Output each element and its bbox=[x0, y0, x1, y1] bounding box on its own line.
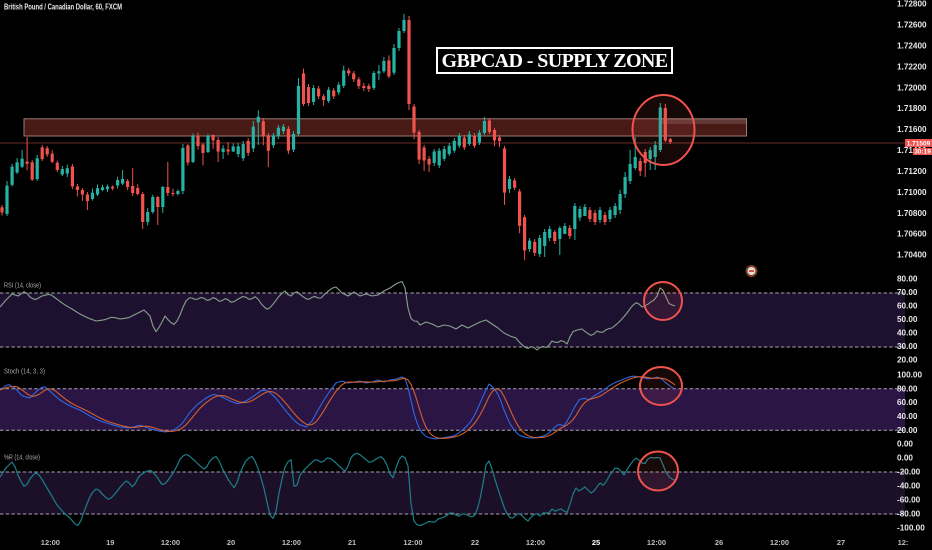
svg-text:1.70800: 1.70800 bbox=[897, 209, 927, 218]
svg-text:-40.00: -40.00 bbox=[897, 482, 921, 491]
svg-text:1.70600: 1.70600 bbox=[897, 230, 927, 239]
svg-text:0.00: 0.00 bbox=[897, 454, 913, 463]
svg-text:-60.00: -60.00 bbox=[897, 496, 921, 505]
svg-text:20: 20 bbox=[227, 538, 235, 547]
svg-text:1.71200: 1.71200 bbox=[897, 167, 927, 176]
svg-text:60.00: 60.00 bbox=[897, 302, 918, 311]
svg-text:60.00: 60.00 bbox=[897, 398, 918, 407]
svg-text:40.00: 40.00 bbox=[897, 412, 918, 421]
svg-text:1.71509: 1.71509 bbox=[907, 140, 931, 147]
svg-text:12:00: 12:00 bbox=[526, 538, 545, 547]
svg-text:12:: 12: bbox=[898, 538, 909, 547]
svg-text:1.72000: 1.72000 bbox=[897, 83, 927, 92]
svg-text:50.00: 50.00 bbox=[897, 315, 918, 324]
svg-text:12:00: 12:00 bbox=[282, 538, 301, 547]
svg-text:26: 26 bbox=[715, 538, 723, 547]
svg-text:RSI (14, close): RSI (14, close) bbox=[4, 283, 41, 290]
svg-text:70.00: 70.00 bbox=[897, 288, 918, 297]
svg-text:1.71000: 1.71000 bbox=[897, 188, 927, 197]
svg-text:British Pound / Canadian Dolla: British Pound / Canadian Dollar, 60, FXC… bbox=[4, 2, 122, 11]
svg-text:-80.00: -80.00 bbox=[897, 510, 921, 519]
svg-text:80.00: 80.00 bbox=[897, 275, 918, 284]
svg-text:1.71800: 1.71800 bbox=[897, 104, 927, 113]
svg-text:20.00: 20.00 bbox=[897, 356, 918, 365]
svg-text:30.00: 30.00 bbox=[897, 342, 918, 351]
svg-text:1.71400: 1.71400 bbox=[897, 146, 927, 155]
svg-text:-100.00: -100.00 bbox=[897, 524, 925, 533]
svg-text:12:00: 12:00 bbox=[41, 538, 60, 547]
svg-text:12:00: 12:00 bbox=[161, 538, 180, 547]
svg-text:%R (14, close): %R (14, close) bbox=[4, 455, 40, 462]
svg-text:1.71600: 1.71600 bbox=[897, 125, 927, 134]
svg-text:27: 27 bbox=[837, 538, 845, 547]
svg-text:1.72200: 1.72200 bbox=[897, 62, 927, 71]
svg-text:-20.00: -20.00 bbox=[897, 468, 921, 477]
svg-text:0.00: 0.00 bbox=[897, 440, 913, 449]
svg-text:40.00: 40.00 bbox=[897, 329, 918, 338]
svg-text:21: 21 bbox=[348, 538, 356, 547]
svg-text:22: 22 bbox=[471, 538, 479, 547]
svg-text:20.00: 20.00 bbox=[897, 426, 918, 435]
svg-text:1.70400: 1.70400 bbox=[897, 251, 927, 260]
svg-text:19: 19 bbox=[106, 538, 114, 547]
svg-text:12:00: 12:00 bbox=[403, 538, 422, 547]
svg-text:80.00: 80.00 bbox=[897, 384, 918, 393]
svg-text:30:19: 30:19 bbox=[914, 148, 931, 155]
svg-text:12:00: 12:00 bbox=[770, 538, 789, 547]
svg-text:1.72800: 1.72800 bbox=[897, 0, 927, 9]
svg-text:1.72600: 1.72600 bbox=[897, 21, 927, 30]
svg-text:Stoch (14, 3, 3): Stoch (14, 3, 3) bbox=[4, 369, 45, 376]
svg-text:100.00: 100.00 bbox=[897, 371, 922, 380]
svg-text:25: 25 bbox=[592, 538, 600, 547]
svg-text:1.72400: 1.72400 bbox=[897, 41, 927, 50]
svg-text:12:00: 12:00 bbox=[647, 538, 666, 547]
